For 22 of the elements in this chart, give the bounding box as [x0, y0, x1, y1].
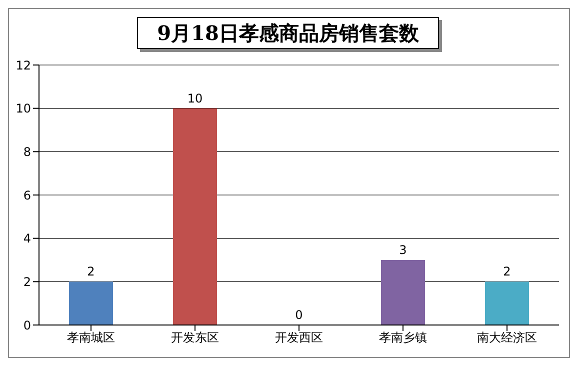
y-tick-label: 10 [16, 102, 31, 116]
bar [69, 282, 113, 325]
y-tick-label: 4 [23, 232, 31, 246]
chart-title: 9月18日孝感商品房销售套数 [137, 17, 439, 49]
data-label: 10 [187, 91, 203, 106]
x-tick-label: 南大经济区 [477, 330, 537, 345]
y-tick-label: 12 [16, 58, 31, 72]
data-label: 2 [503, 264, 511, 279]
bar [173, 108, 217, 325]
y-tick-label: 0 [23, 318, 31, 332]
x-tick-label: 孝南乡镇 [379, 330, 427, 345]
data-label: 2 [87, 264, 95, 279]
y-tick-label: 6 [23, 188, 31, 202]
x-tick-label: 孝南城区 [67, 330, 115, 345]
y-tick-label: 8 [23, 144, 31, 159]
data-label: 3 [399, 243, 407, 257]
x-tick-label: 开发西区 [275, 330, 323, 345]
data-label: 0 [295, 308, 303, 322]
bar [485, 282, 529, 325]
bar [381, 260, 425, 325]
x-tick-label: 开发东区 [171, 330, 219, 345]
y-tick-label: 2 [23, 274, 31, 289]
